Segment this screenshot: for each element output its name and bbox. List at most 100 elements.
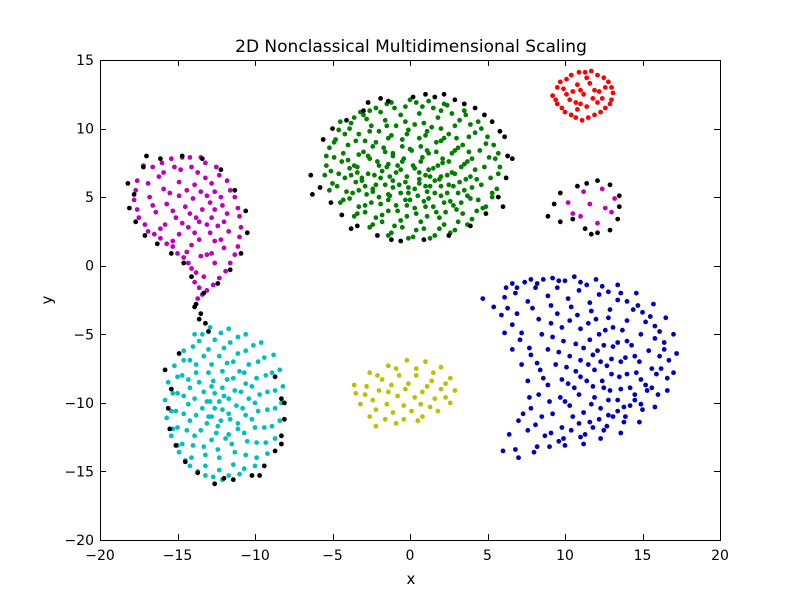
data-point bbox=[223, 268, 229, 274]
data-point bbox=[165, 379, 171, 385]
data-point bbox=[452, 97, 458, 103]
data-point bbox=[379, 377, 385, 382]
data-point bbox=[601, 427, 607, 433]
data-point bbox=[373, 182, 379, 188]
data-point bbox=[573, 341, 579, 347]
data-point bbox=[399, 137, 405, 142]
data-point bbox=[168, 433, 174, 439]
data-point bbox=[416, 170, 422, 175]
data-point bbox=[578, 279, 583, 285]
data-point bbox=[495, 150, 501, 156]
data-point bbox=[246, 396, 252, 402]
data-point bbox=[643, 319, 648, 325]
data-point bbox=[153, 209, 159, 215]
data-point bbox=[195, 296, 201, 301]
data-point bbox=[215, 281, 221, 286]
data-point bbox=[435, 408, 441, 414]
data-point bbox=[567, 318, 573, 323]
data-point bbox=[226, 396, 232, 402]
data-point bbox=[192, 304, 198, 310]
data-point bbox=[432, 396, 438, 402]
data-point bbox=[378, 201, 383, 207]
data-point bbox=[272, 374, 278, 380]
data-point bbox=[624, 338, 630, 344]
data-point bbox=[170, 238, 176, 244]
data-point bbox=[516, 455, 521, 461]
data-point bbox=[175, 390, 180, 396]
data-point bbox=[483, 211, 489, 217]
data-point bbox=[227, 416, 233, 422]
data-point bbox=[595, 348, 600, 354]
data-point bbox=[495, 194, 501, 200]
data-point bbox=[519, 362, 524, 367]
data-point bbox=[447, 198, 453, 204]
data-point bbox=[378, 175, 383, 181]
x-tick-label: −5 bbox=[322, 548, 343, 564]
data-point bbox=[652, 323, 658, 329]
data-point bbox=[514, 311, 520, 317]
data-point bbox=[350, 190, 355, 196]
data-point bbox=[192, 279, 198, 285]
x-tick-label: −15 bbox=[163, 548, 193, 564]
data-point bbox=[441, 135, 447, 141]
data-point bbox=[280, 384, 286, 389]
data-point bbox=[421, 198, 427, 204]
data-point bbox=[486, 155, 492, 160]
data-point bbox=[561, 338, 566, 344]
data-point bbox=[185, 377, 191, 382]
data-point bbox=[216, 455, 222, 461]
data-point bbox=[592, 367, 597, 373]
data-point bbox=[412, 205, 418, 211]
data-point bbox=[576, 288, 582, 293]
data-point bbox=[339, 212, 345, 218]
data-point bbox=[141, 164, 146, 170]
data-point bbox=[232, 449, 238, 455]
data-point bbox=[413, 211, 419, 217]
data-point bbox=[413, 373, 419, 378]
data-point bbox=[527, 345, 532, 351]
data-point bbox=[567, 97, 573, 103]
data-point bbox=[196, 316, 202, 322]
data-point bbox=[430, 204, 436, 210]
data-point bbox=[477, 148, 483, 153]
data-point bbox=[164, 415, 170, 421]
data-point bbox=[446, 182, 452, 188]
data-point bbox=[567, 353, 573, 359]
data-point bbox=[466, 149, 472, 155]
data-point bbox=[359, 178, 365, 184]
data-point bbox=[145, 181, 151, 186]
data-point bbox=[272, 405, 278, 411]
data-point bbox=[412, 122, 418, 127]
data-point bbox=[379, 212, 385, 218]
data-point bbox=[254, 455, 259, 461]
data-point bbox=[406, 185, 411, 190]
data-point bbox=[548, 430, 554, 436]
data-point bbox=[455, 145, 461, 151]
data-point bbox=[368, 123, 374, 129]
data-point bbox=[416, 135, 422, 141]
data-point bbox=[209, 414, 215, 419]
x-axis-ticks: −20 −15 −10 −5 0 5 10 15 20 bbox=[85, 60, 729, 564]
data-point bbox=[184, 187, 190, 193]
data-point bbox=[534, 444, 540, 450]
data-point bbox=[664, 388, 670, 393]
data-point bbox=[167, 426, 173, 432]
data-point bbox=[198, 253, 204, 259]
data-point bbox=[657, 353, 662, 359]
data-point bbox=[328, 200, 334, 206]
data-point bbox=[540, 277, 546, 282]
data-point bbox=[624, 299, 630, 304]
data-point bbox=[133, 187, 139, 193]
data-point bbox=[403, 104, 408, 109]
data-point bbox=[192, 396, 198, 402]
data-point bbox=[379, 168, 385, 174]
data-point bbox=[601, 385, 607, 391]
data-point bbox=[331, 155, 337, 160]
data-point bbox=[576, 69, 582, 75]
series-4 bbox=[351, 357, 458, 429]
data-point bbox=[336, 127, 342, 133]
data-point bbox=[539, 414, 545, 419]
data-point bbox=[582, 432, 588, 437]
data-point bbox=[189, 266, 194, 271]
data-point bbox=[575, 107, 580, 112]
